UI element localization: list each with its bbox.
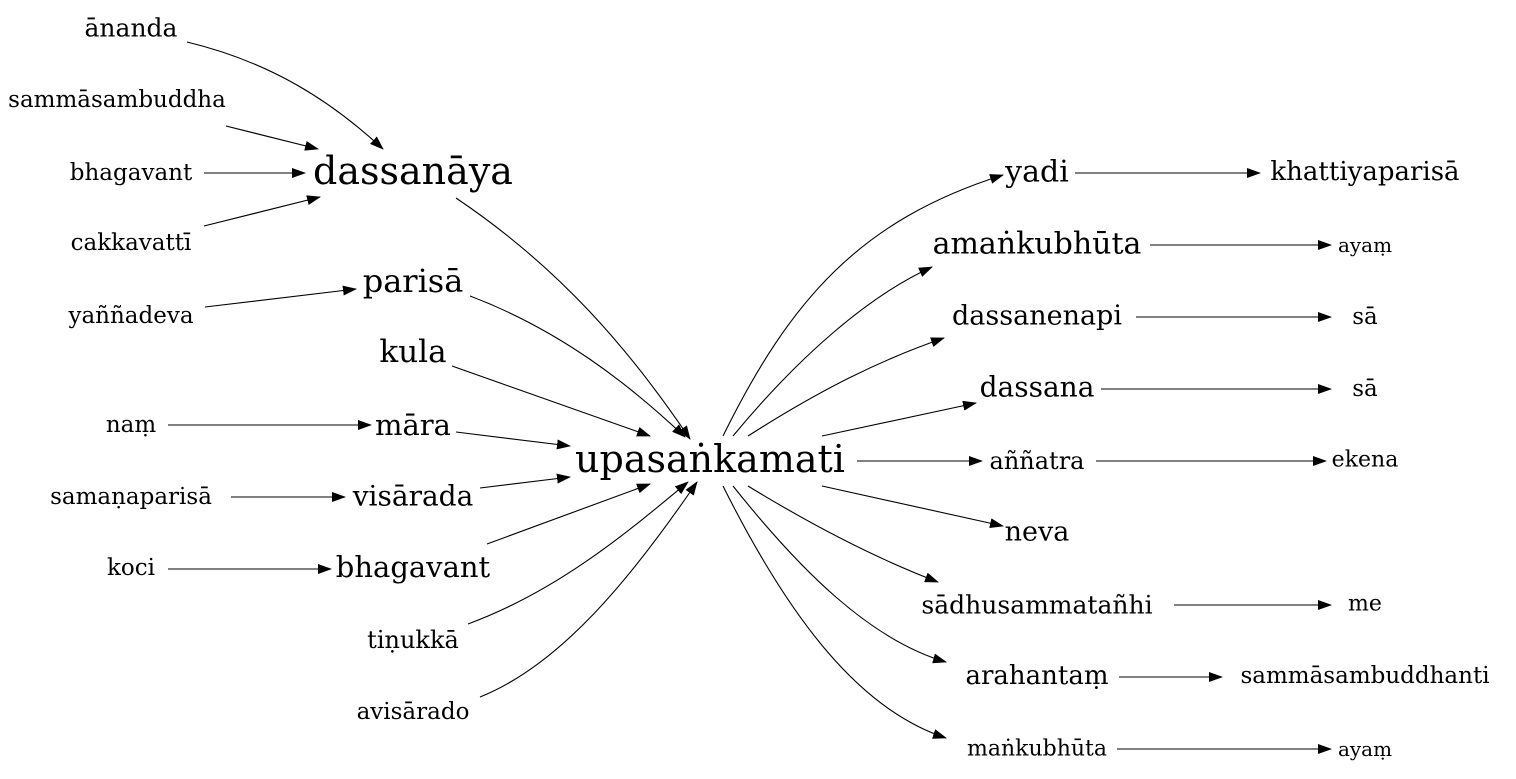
edge-center-to-dassana bbox=[821, 400, 977, 437]
edge-parisa-to-center bbox=[469, 295, 686, 438]
edge-kula-to-center bbox=[451, 365, 651, 437]
node-samanaparisa: samaṇaparisā bbox=[50, 484, 212, 510]
node-sa1: sā bbox=[1352, 304, 1378, 330]
edge-tinukka-to-center bbox=[467, 481, 689, 625]
node-dassanaya: dassanāya bbox=[313, 149, 513, 193]
edge-center-to-yadi bbox=[722, 174, 1004, 437]
node-sammasambuddhanti: sammāsambuddhanti bbox=[1240, 663, 1489, 689]
node-yadi: yadi bbox=[1004, 155, 1069, 190]
edge-center-to-sadhusammatanhi bbox=[747, 485, 939, 583]
edge-cakkavatti-to-dassanaya bbox=[203, 195, 321, 227]
edge-dassanaya-to-center bbox=[455, 197, 691, 440]
node-kula: kula bbox=[379, 334, 446, 370]
node-ayam1: ayaṃ bbox=[1338, 233, 1392, 257]
node-neva: neva bbox=[1005, 517, 1070, 548]
edge-bhagavant-to-center bbox=[486, 483, 651, 545]
edge-mara-to-center bbox=[455, 431, 571, 450]
edge-visarada-to-center bbox=[479, 473, 571, 489]
node-ayam2: ayaṃ bbox=[1338, 737, 1392, 761]
edge-center-to-neva bbox=[821, 485, 1004, 529]
edge-center-to-arahantam bbox=[732, 485, 947, 664]
node-cakkavatti: cakkavattī bbox=[71, 230, 192, 256]
node-sadhusammatanhi: sādhusammatañhi bbox=[921, 591, 1152, 620]
edge-center-to-dassanenapi bbox=[747, 337, 945, 437]
node-bhagavant: bhagavant bbox=[336, 550, 491, 584]
node-visarada: visārada bbox=[352, 480, 474, 513]
node-center: upasaṅkamati bbox=[575, 437, 845, 481]
node-mara: māra bbox=[375, 408, 451, 442]
node-sammasambuddha: sammāsambuddha bbox=[8, 87, 226, 113]
node-dassanenapi: dassanenapi bbox=[952, 301, 1122, 332]
node-parisa: parisā bbox=[363, 262, 464, 300]
nodes: ānanda sammāsambuddha bhagavant cakkavattī y… bbox=[8, 14, 1489, 762]
node-avisarado: avisārado bbox=[357, 699, 470, 725]
edge-ananda-to-dassanaya bbox=[186, 41, 384, 150]
node-ekena: ekena bbox=[1332, 448, 1399, 473]
node-bhagavant-l: bhagavant bbox=[70, 160, 193, 186]
node-tinukka: tiṇukkā bbox=[367, 626, 459, 654]
edge-avisarado-to-center bbox=[479, 481, 698, 698]
edge-center-to-mankubhuta bbox=[722, 485, 947, 739]
edge-yannadeva-to-parisa bbox=[204, 285, 357, 308]
node-koci: koci bbox=[107, 555, 155, 581]
edges bbox=[168, 41, 1332, 754]
node-mankubhuta: maṅkubhūta bbox=[967, 737, 1107, 762]
node-annatra: aññatra bbox=[990, 447, 1085, 475]
node-arahantam: arahantaṃ bbox=[965, 661, 1108, 691]
node-me: me bbox=[1348, 592, 1382, 617]
node-sa2: sā bbox=[1352, 376, 1378, 402]
edge-center-to-amankubhuta bbox=[732, 266, 933, 437]
node-yannadeva: yaññadeva bbox=[67, 303, 193, 329]
node-nam: naṃ bbox=[106, 412, 157, 438]
edge-sammasambuddha-to-dassanaya bbox=[225, 125, 319, 151]
node-ananda: ānanda bbox=[85, 14, 178, 43]
node-khattiyaparisa: khattiyaparisā bbox=[1270, 157, 1459, 187]
node-dassana: dassana bbox=[980, 371, 1095, 404]
node-amankubhuta: amaṅkubhūta bbox=[933, 227, 1142, 262]
